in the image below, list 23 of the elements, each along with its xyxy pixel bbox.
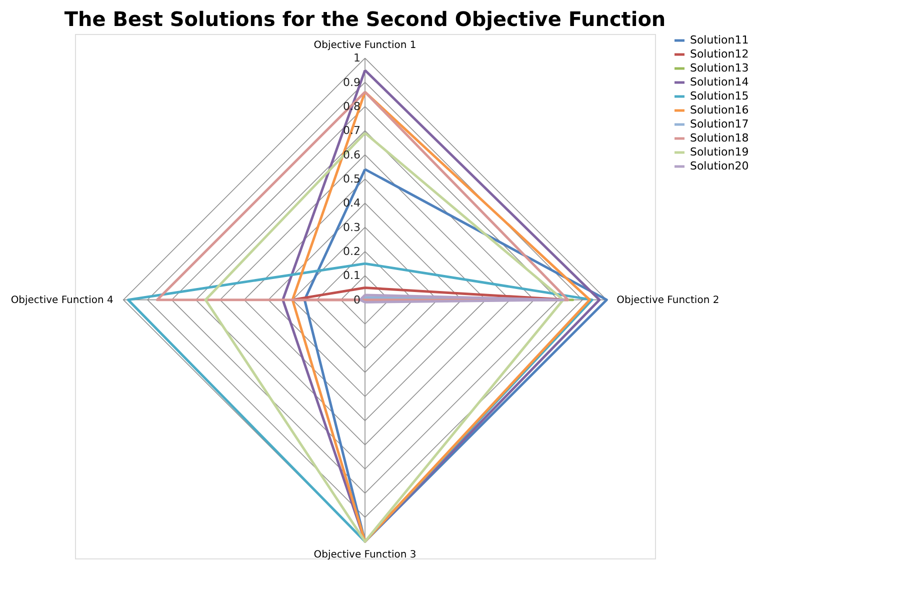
legend-label: Solution19 bbox=[690, 145, 749, 158]
y-tick-label: 0.9 bbox=[343, 76, 360, 89]
legend-label: Solution18 bbox=[690, 131, 749, 144]
y-tick-label: 0.5 bbox=[343, 172, 360, 186]
y-tick-label: 0.6 bbox=[343, 148, 360, 162]
y-tick-label: 0 bbox=[354, 293, 360, 306]
legend-label: Solution13 bbox=[690, 62, 749, 74]
legend-label: Solution14 bbox=[690, 76, 749, 88]
spoke-label: Objective Function 2 bbox=[616, 294, 720, 306]
legend-label: Solution12 bbox=[690, 48, 749, 60]
spoke-label: Objective Function 3 bbox=[314, 549, 416, 560]
legend-label: Solution20 bbox=[690, 159, 749, 172]
y-tick-label: 0.1 bbox=[343, 269, 360, 282]
spoke-label: Objective Function 4 bbox=[10, 294, 114, 306]
y-tick-label: 0.3 bbox=[343, 220, 360, 234]
spoke-label: Objective Function 1 bbox=[314, 40, 416, 52]
y-tick-label: 1 bbox=[354, 52, 360, 65]
legend-label: Solution11 bbox=[690, 34, 749, 46]
chart-title: The Best Solutions for the Second Objective Function bbox=[64, 7, 666, 31]
legend-label: Solution16 bbox=[690, 104, 749, 116]
legend-label: Solution15 bbox=[690, 90, 749, 102]
y-tick-label: 0.2 bbox=[343, 244, 360, 258]
legend-label: Solution17 bbox=[690, 118, 749, 130]
